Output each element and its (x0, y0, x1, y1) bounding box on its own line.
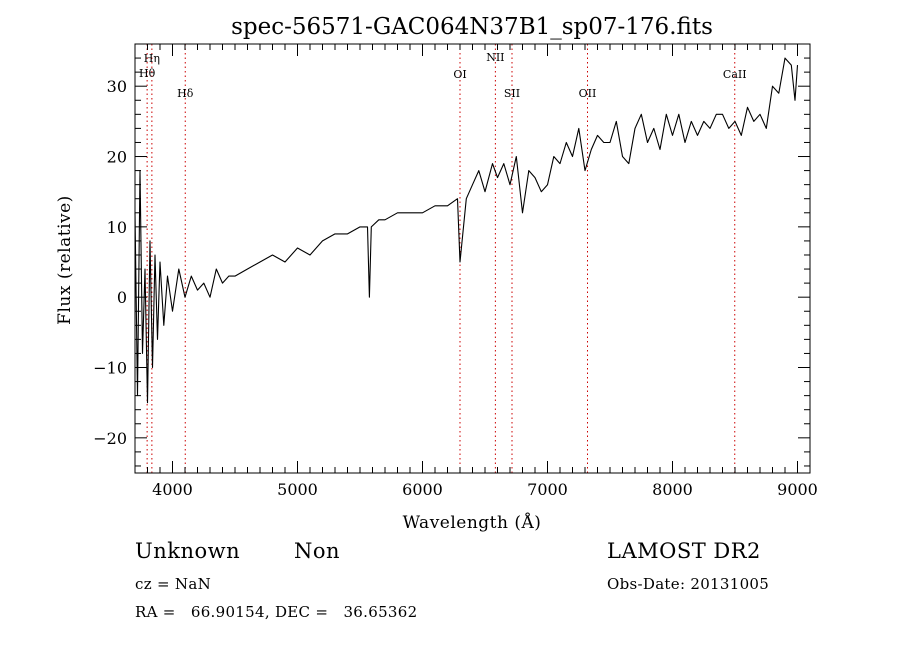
x-tick-label: 7000 (527, 480, 568, 499)
line-label: Hθ (139, 67, 156, 80)
axis-ticks: 4000 5000 6000 7000 8000 9000 −20 −10 0 10 20 30 (93, 44, 818, 499)
survey-name: LAMOST DR2 (607, 539, 761, 563)
x-tick-label: 8000 (652, 480, 693, 499)
line-label: Hδ (177, 87, 194, 100)
line-label: SII (504, 87, 520, 100)
line-label: Hη (144, 52, 160, 65)
y-tick-label: 10 (107, 218, 127, 237)
x-tick-label: 5000 (277, 480, 318, 499)
y-tick-label: −10 (93, 359, 127, 378)
x-axis-label: Wavelength (Å) (403, 512, 542, 533)
obs-date: Obs-Date: 20131005 (607, 575, 770, 593)
emission-line-markers: Hη Hθ Hδ OI NII SII OII CaII (139, 44, 747, 473)
x-tick-label: 4000 (152, 480, 193, 499)
line-label: CaII (723, 68, 747, 81)
y-tick-label: 30 (107, 77, 127, 96)
line-label: OII (579, 87, 597, 100)
ra-dec: RA = 66.90154, DEC = 36.65362 (135, 603, 418, 621)
y-tick-label: 20 (107, 148, 127, 167)
y-tick-label: −20 (93, 429, 127, 448)
line-label: OI (453, 68, 466, 81)
x-tick-label: 6000 (402, 480, 443, 499)
redshift-cz: cz = NaN (135, 575, 212, 593)
line-label: NII (486, 51, 504, 64)
y-axis-label: Flux (relative) (55, 195, 75, 325)
chart-title: spec-56571-GAC064N37B1_sp07-176.fits (231, 14, 713, 40)
object-class: Unknown (135, 539, 241, 563)
spectrum-line (134, 57, 799, 404)
y-tick-label: 0 (117, 288, 127, 307)
plot-frame (134, 43, 811, 474)
object-subclass: Non (294, 539, 341, 563)
x-tick-label: 9000 (777, 480, 818, 499)
